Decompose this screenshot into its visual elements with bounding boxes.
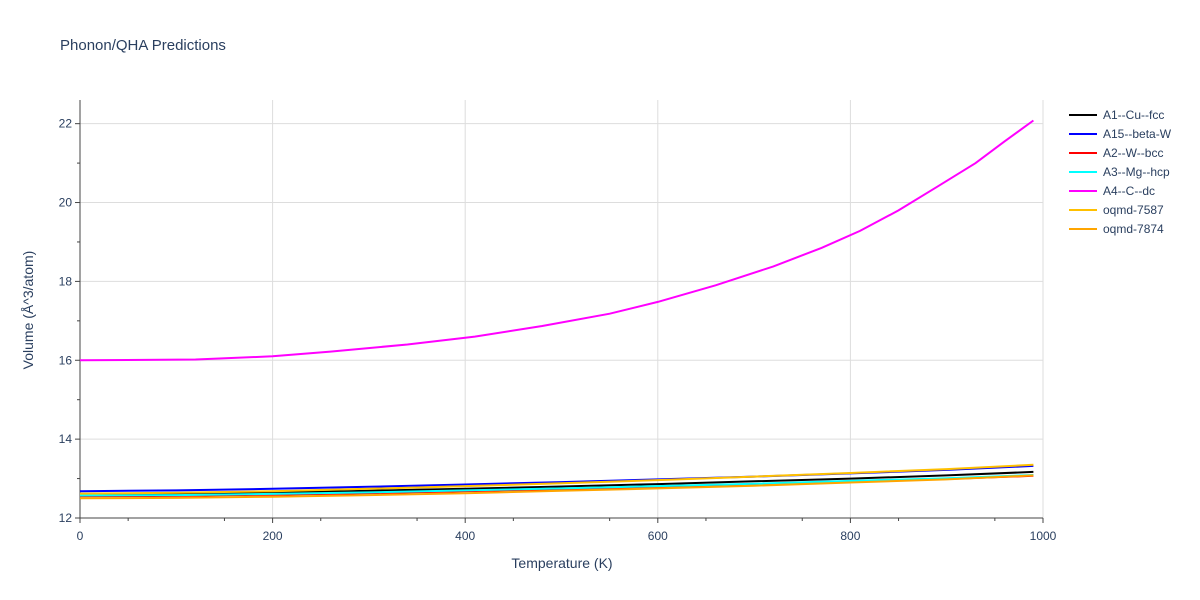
y-tick-label: 18: [59, 274, 73, 288]
legend-label: oqmd-7587: [1103, 203, 1164, 217]
x-tick-label: 400: [455, 529, 475, 543]
legend-label: oqmd-7874: [1103, 222, 1164, 236]
series-line: [79, 119, 1034, 362]
x-tick-label: 200: [263, 529, 283, 543]
x-axis-title: Temperature (K): [511, 555, 612, 571]
series-line: [79, 474, 1034, 500]
grid-lines: [80, 100, 1044, 518]
legend-label: A2--W--bcc: [1103, 146, 1163, 160]
x-tick-label: 600: [648, 529, 668, 543]
legend: A1--Cu--fcc A15--beta-W A2--W--bcc A3--Mg--…: [1069, 108, 1172, 236]
chart-title: Phonon/QHA Predictions: [60, 37, 226, 54]
series-lines: [79, 119, 1034, 500]
y-tick-label: 20: [59, 196, 73, 210]
axes: 0 200 400 600 800 1000 12 14 16 18 20 22: [59, 100, 1057, 543]
x-tick-label: 1000: [1030, 529, 1057, 543]
x-tick-label: 0: [77, 529, 84, 543]
y-tick-label: 16: [59, 353, 73, 367]
legend-label: A3--Mg--hcp: [1103, 165, 1170, 179]
legend-label: A1--Cu--fcc: [1103, 108, 1164, 122]
legend-label: A4--C--dc: [1103, 184, 1155, 198]
y-axis-title: Volume (Å^3/atom): [20, 251, 36, 370]
y-tick-label: 22: [59, 117, 73, 131]
legend-label: A15--beta-W: [1103, 127, 1172, 141]
y-tick-label: 14: [59, 432, 73, 446]
x-tick-label: 800: [840, 529, 860, 543]
y-tick-label: 12: [59, 511, 73, 525]
series-line: [79, 463, 1034, 495]
series-line: [79, 474, 1034, 497]
